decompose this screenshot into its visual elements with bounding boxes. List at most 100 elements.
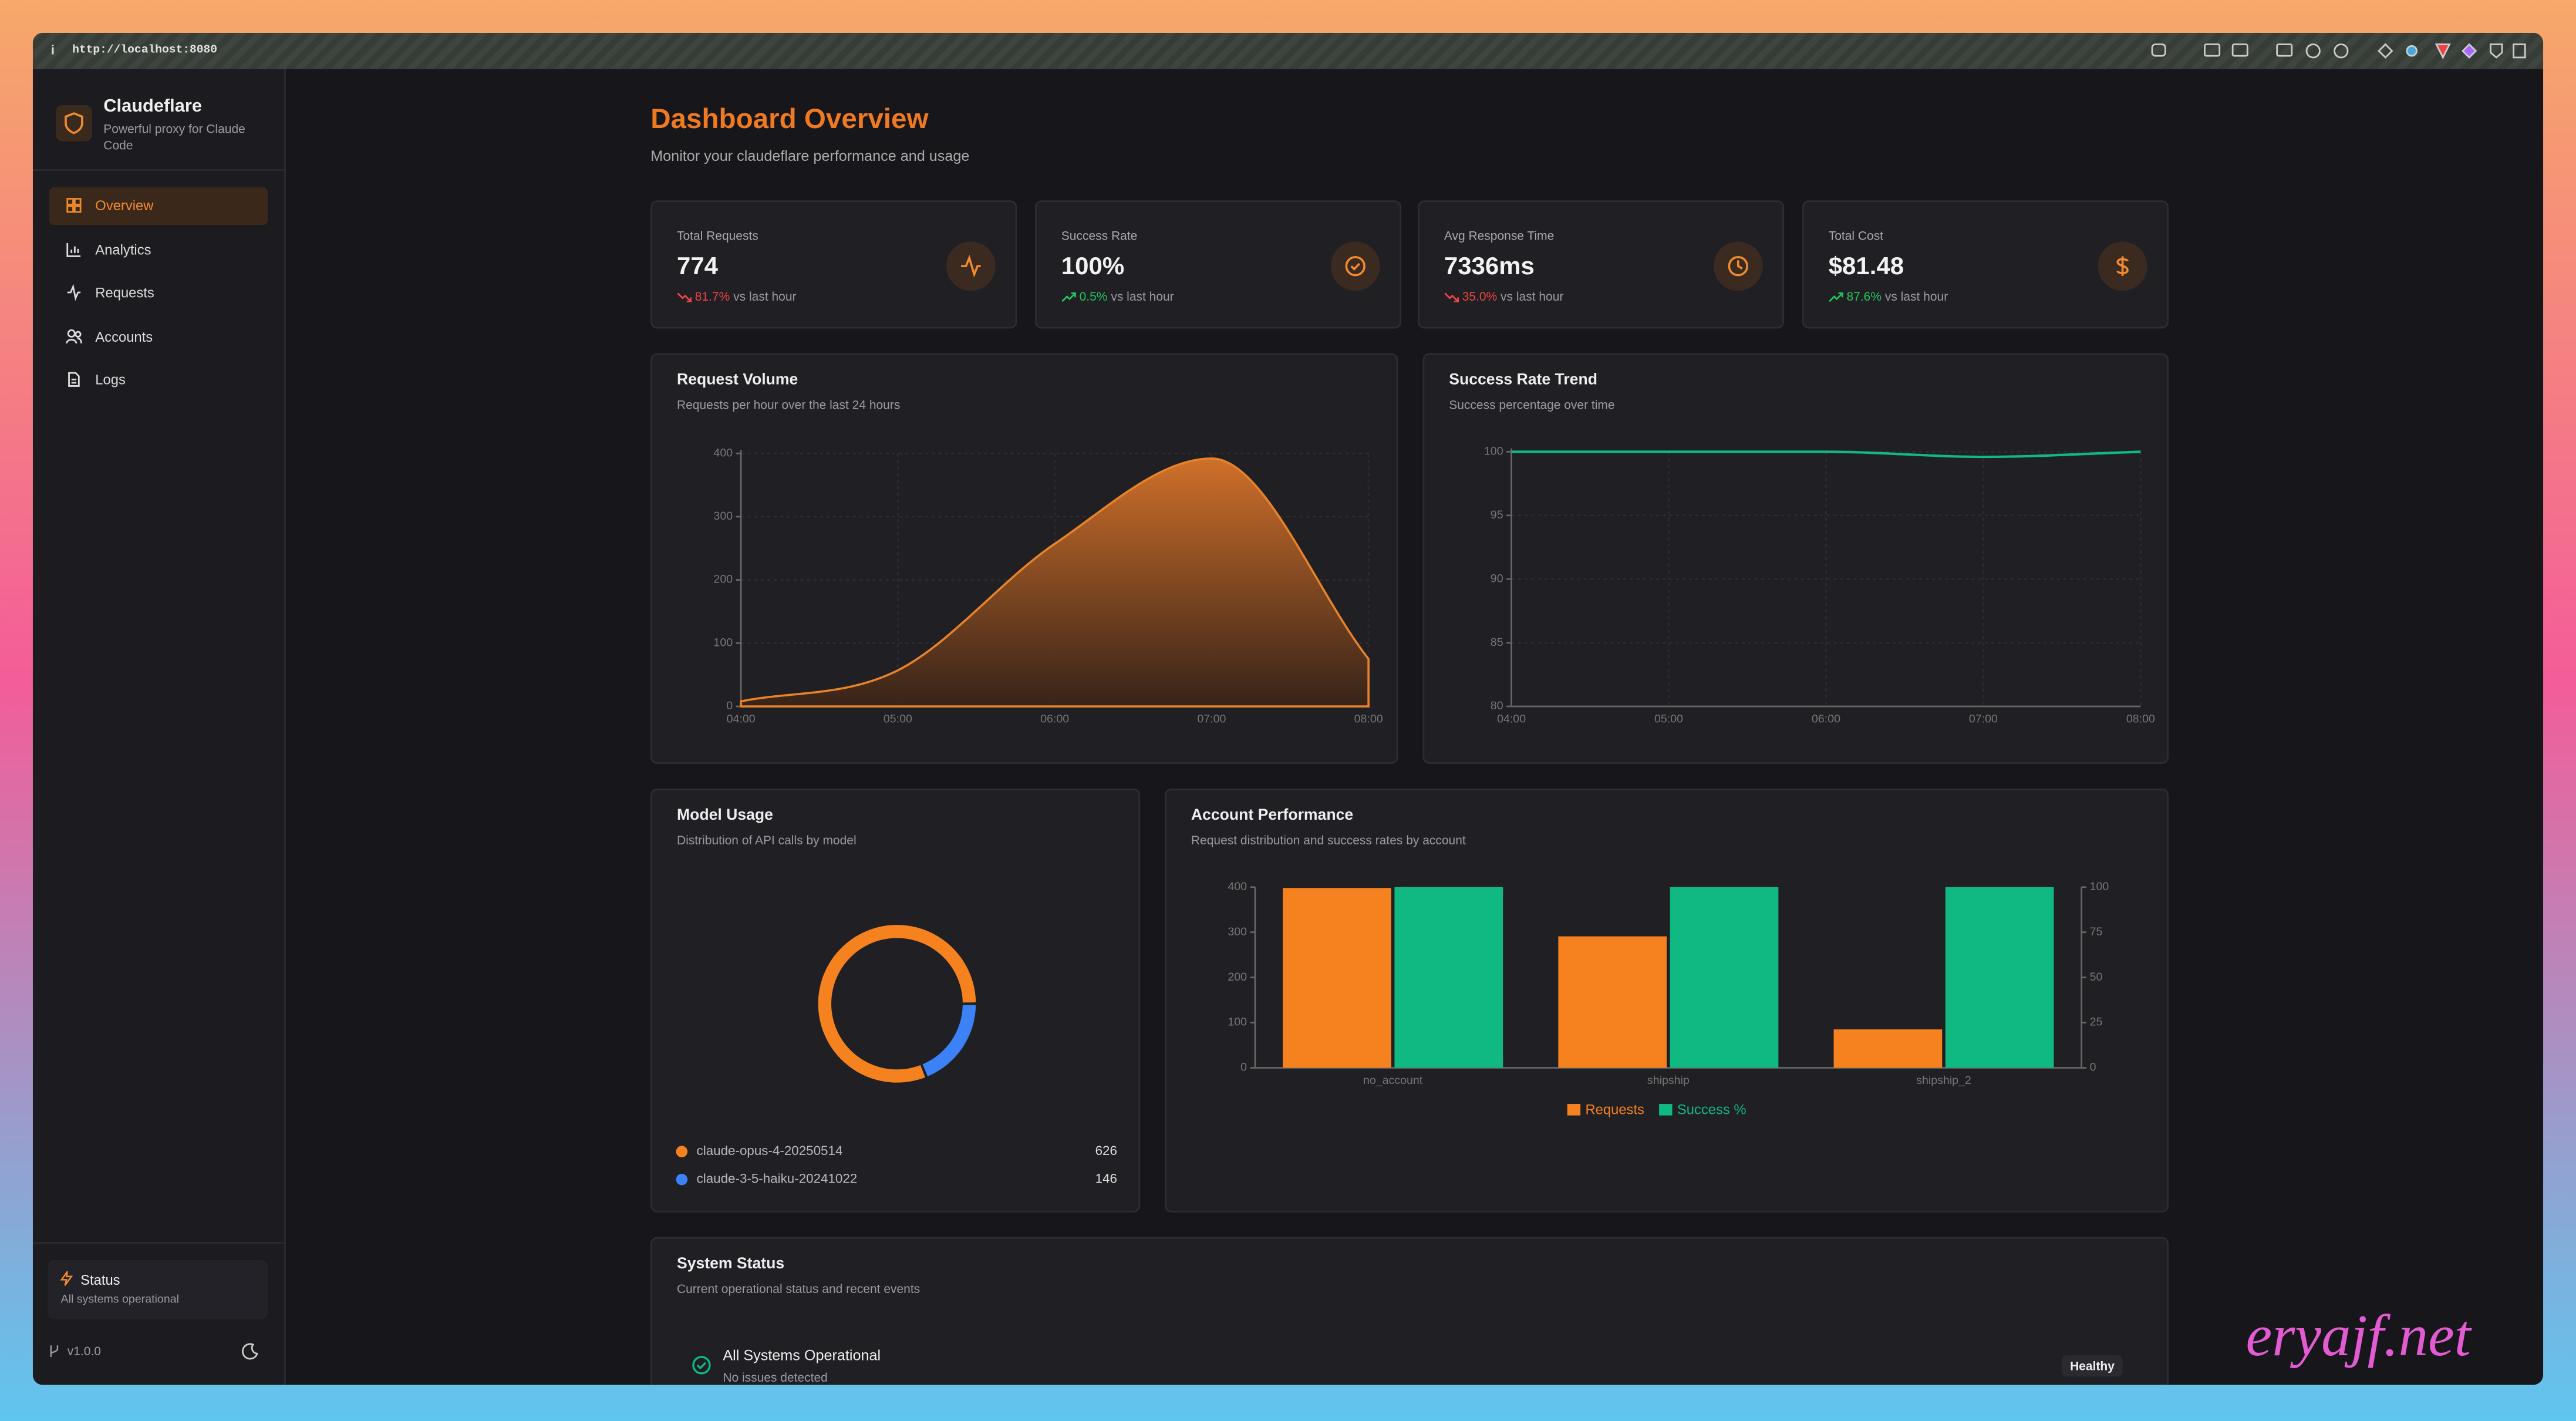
legend-label: claude-opus-4-20250514 <box>697 1143 843 1158</box>
y-tick-label: 85 <box>1491 636 1503 649</box>
y-tick-label: 100 <box>1484 445 1503 458</box>
y-tick-label: 200 <box>1228 971 1247 984</box>
stat-label: Total Cost <box>1828 228 1884 244</box>
stat-icon <box>1713 241 1763 291</box>
card-subtitle: Request distribution and success rates b… <box>1191 833 1466 848</box>
line-chart: 80 85 90 95 100 04:00 05:00 06:00 07:00 08:00 <box>1484 445 2155 726</box>
stat-change: 35.0% <box>1462 289 1498 304</box>
bar <box>1945 887 2054 1068</box>
legend-dot <box>676 1146 688 1157</box>
theme-toggle[interactable] <box>241 1342 259 1361</box>
url[interactable]: http://localhost:8080 <box>72 44 218 58</box>
bar <box>1670 887 1779 1068</box>
y-tick-label: 0 <box>1240 1061 1247 1074</box>
card-title: Model Usage <box>676 806 773 825</box>
card-subtitle: Success percentage over time <box>1449 398 1615 413</box>
x-tick-label: 08:00 <box>1354 713 1383 726</box>
nav-item[interactable]: Overview <box>49 187 268 225</box>
nav-icon <box>67 284 81 301</box>
legend-label: Requests <box>1586 1102 1645 1118</box>
status-item-text: No issues detected <box>723 1370 828 1385</box>
watermark: eryajf.net <box>2245 1302 2471 1369</box>
divider <box>32 169 285 171</box>
nav-label[interactable]: Accounts <box>95 328 153 345</box>
y2-tick-label: 25 <box>2090 1016 2103 1029</box>
x-tick-label: 07:00 <box>1197 713 1226 726</box>
trend-arrow <box>1444 292 1459 302</box>
stat-label: Avg Response Time <box>1444 228 1555 244</box>
info-icon[interactable]: i <box>50 42 55 58</box>
stat-note: vs last hour <box>733 289 797 304</box>
x-tick-label: shipship_2 <box>1916 1074 1971 1087</box>
stat-change-row: 87.6% vs last hour <box>1829 289 1948 304</box>
nav-item[interactable]: Analytics <box>49 231 268 268</box>
nav-label[interactable]: Logs <box>95 371 126 388</box>
sidebar: Claudeflare Powerful proxy for Claude Co… <box>32 69 286 1385</box>
y-tick-label: 200 <box>713 573 733 586</box>
stat-card: Success Rate 100% 0.5% vs last hour <box>1035 200 1402 329</box>
y2-tick-label: 75 <box>2090 925 2103 938</box>
stat-icon <box>2098 241 2147 291</box>
bar <box>1394 887 1503 1068</box>
card-subtitle: Requests per hour over the last 24 hours <box>676 398 901 413</box>
trend-arrow <box>677 292 692 302</box>
shield-icon <box>65 112 83 134</box>
icon-glyph <box>961 254 981 278</box>
stat-note: vs last hour <box>1501 289 1564 304</box>
nav-label[interactable]: Requests <box>95 284 154 301</box>
card-title: Success Rate Trend <box>1449 371 1597 390</box>
status-item-title: All Systems Operational <box>723 1347 881 1364</box>
page-subtitle: Monitor your claudeflare performance and… <box>650 147 970 164</box>
legend-value: 146 <box>1095 1171 1117 1186</box>
icon-glyph <box>2116 256 2129 277</box>
nav-icon <box>65 328 82 343</box>
x-tick-label: 06:00 <box>1040 713 1069 726</box>
y-tick-label: 90 <box>1491 572 1503 585</box>
address-bar: i http://localhost:8080 <box>32 32 2544 69</box>
chart-card: Success Rate Trend Success percentage ov… <box>1422 353 2169 764</box>
y-tick-label: 80 <box>1491 699 1503 712</box>
y-tick-label: 0 <box>726 699 733 712</box>
nav-icon <box>68 372 80 387</box>
x-tick-label: 07:00 <box>1969 713 1998 726</box>
chart-card: Account Performance Request distribution… <box>1165 788 2169 1213</box>
card-title: Account Performance <box>1191 806 1354 825</box>
stat-card: Avg Response Time 7336ms 35.0% vs last hou… <box>1418 200 1785 329</box>
x-tick-label: 04:00 <box>1497 713 1526 726</box>
chart-card: Model Usage Distribution of API calls by… <box>650 788 1141 1213</box>
nav-item[interactable]: Logs <box>49 361 268 399</box>
stat-change: 87.6% <box>1846 289 1882 304</box>
y-tick-label: 300 <box>713 510 733 523</box>
nav-label[interactable]: Analytics <box>95 240 151 257</box>
status-text: All systems operational <box>60 1294 179 1306</box>
area-chart: 0 100 200 300 400 04:00 05:00 06:00 07:00 08:00 <box>713 446 1383 726</box>
x-tick-label: 04:00 <box>727 713 756 726</box>
x-tick-label: 05:00 <box>884 713 912 726</box>
nav-label[interactable]: Overview <box>95 197 154 214</box>
stat-change: 0.5% <box>1079 289 1108 304</box>
nav-item[interactable]: Accounts <box>49 318 268 355</box>
status-title: Status <box>80 1271 120 1288</box>
card-subtitle: Distribution of API calls by model <box>676 833 857 848</box>
legend-label: claude-3-5-haiku-20241022 <box>697 1171 858 1186</box>
x-tick-label: 06:00 <box>1812 713 1840 726</box>
version: v1.0.0 <box>67 1343 101 1359</box>
x-tick-label: 05:00 <box>1654 713 1683 726</box>
bar <box>1283 888 1391 1068</box>
check-icon <box>692 1356 711 1375</box>
branch-icon <box>50 1345 59 1357</box>
nav-icon <box>66 198 82 213</box>
y-tick-label: 400 <box>713 446 733 459</box>
status-card: System Status Current operational status… <box>650 1237 2169 1385</box>
icon-glyph <box>1728 256 1748 277</box>
legend-swatch <box>1659 1104 1673 1116</box>
nav-item[interactable]: Requests <box>49 274 268 312</box>
trend-arrow <box>1829 292 1843 302</box>
icon-glyph <box>1345 256 1365 277</box>
bar <box>1558 936 1667 1068</box>
y-tick-label: 300 <box>1228 925 1247 938</box>
status-panel: Status All systems operational <box>48 1260 268 1319</box>
stat-card: Total Cost $81.48 87.6% vs last hour <box>1802 200 2169 329</box>
stat-label: Success Rate <box>1061 228 1138 244</box>
